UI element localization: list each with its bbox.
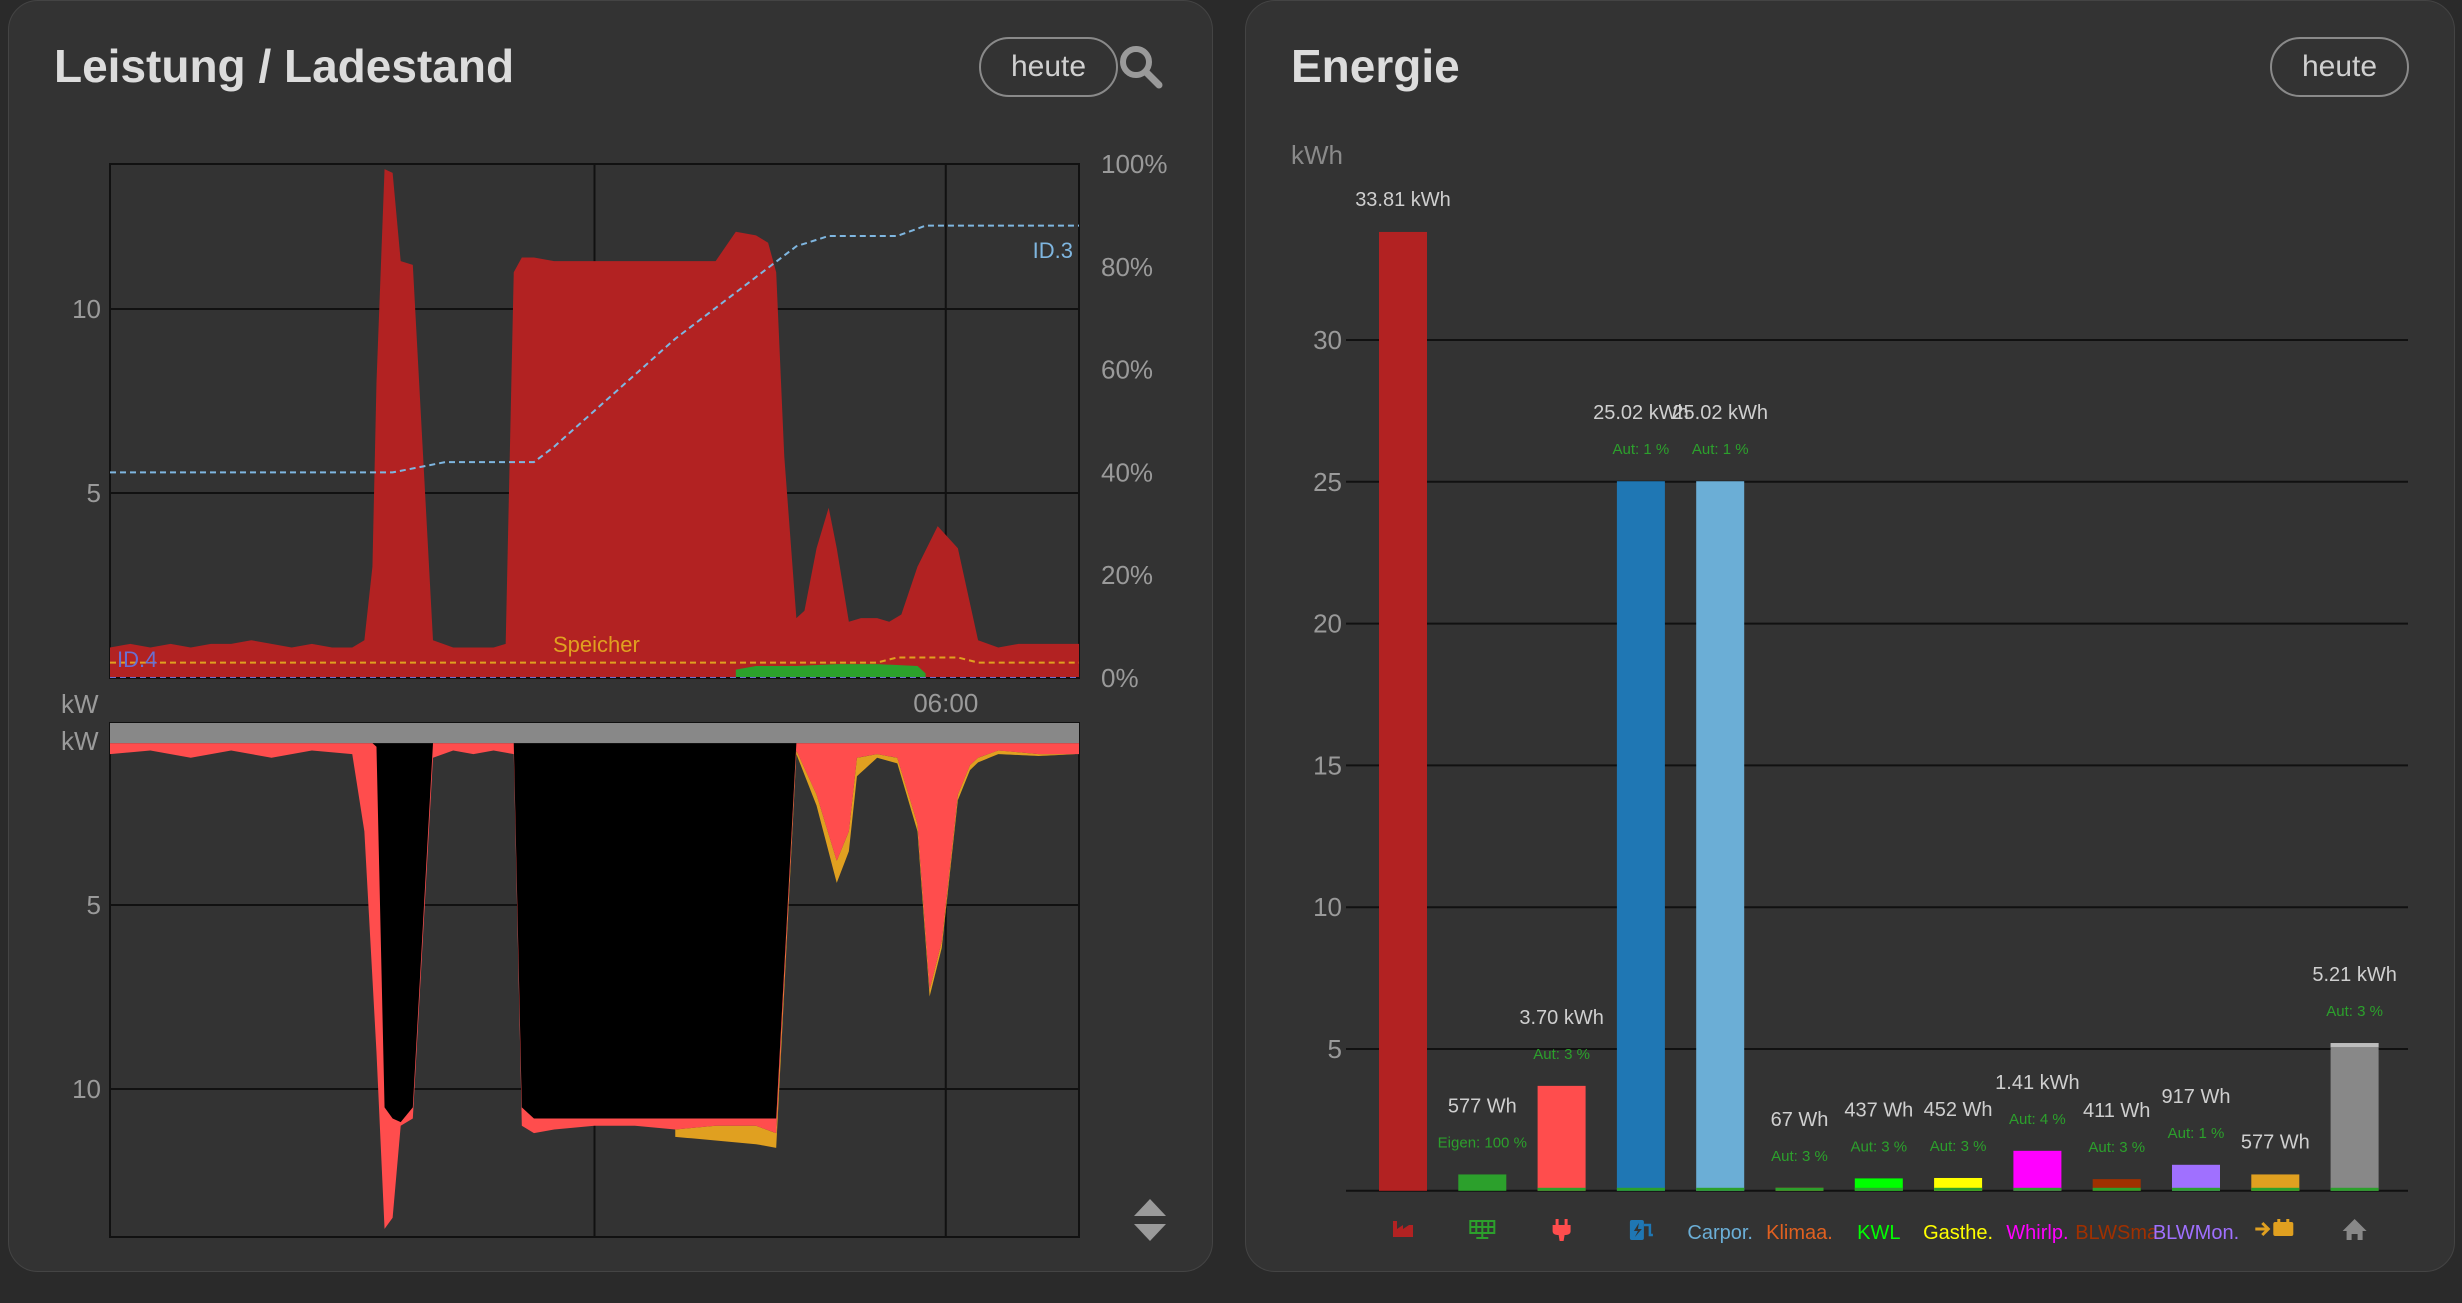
top-y2-tick: 40%: [1101, 457, 1153, 487]
factory-icon[interactable]: [1393, 1221, 1413, 1237]
energy-bar-aut: [1696, 1187, 1745, 1191]
energy-date-button[interactable]: heute: [2270, 37, 2410, 97]
power-chart: 10 5 100% 80% 60% 40% 20% 0% kW 06:00 ID.3 ID.4 Spei…: [61, 149, 1168, 1238]
energy-value-label: 917 Wh: [2162, 1086, 2231, 1108]
energy-bar[interactable]: [1458, 1174, 1507, 1191]
energy-bar-aut: [1854, 1187, 1903, 1191]
energy-sub-label: Aut: 3 %: [2088, 1139, 2145, 1156]
energy-sub-label: Aut: 3 %: [2326, 1003, 2383, 1020]
energy-category-label[interactable]: Klimaa.: [1766, 1222, 1833, 1244]
bottom-area-batterie: [110, 723, 1079, 1123]
energy-y-tick: 10: [1313, 892, 1342, 922]
energy-sub-label: Aut: 3 %: [1850, 1138, 1907, 1155]
energy-y-tick: 5: [1328, 1034, 1342, 1064]
energy-value-label: 33.81 kWh: [1355, 189, 1451, 211]
energy-bar[interactable]: [2013, 1150, 2062, 1191]
energy-value-label: 437 Wh: [1844, 1099, 1913, 1121]
energy-sub-label: Aut: 3 %: [1533, 1046, 1590, 1063]
energy-value-label: 577 Wh: [1448, 1095, 1517, 1117]
energy-bar[interactable]: [2172, 1164, 2220, 1191]
energy-chart: 5 10 15 20 25 30 kWh 33.81 kWh 577 Wh Eigen: 100…: [1291, 140, 2408, 1244]
top-area-pv: [735, 664, 926, 677]
top-y-tick: 5: [87, 478, 101, 508]
energy-bar-cap: [2330, 1043, 2379, 1048]
energy-sub-label: Eigen: 100 %: [1438, 1134, 1527, 1151]
energy-bar[interactable]: [2092, 1179, 2141, 1191]
energy-category-label[interactable]: Whirlp.: [2006, 1222, 2068, 1244]
soc-label-speicher: Speicher: [553, 632, 640, 657]
search-icon[interactable]: [1117, 43, 1165, 91]
top-x-tick: 06:00: [913, 688, 978, 718]
bottom-y-unit: kW: [61, 726, 99, 756]
top-y2-tick: 100%: [1101, 149, 1168, 179]
energy-sub-label: Aut: 4 %: [2009, 1111, 2066, 1128]
energy-bar[interactable]: [1934, 1177, 1983, 1191]
energy-bar-aut: [1616, 1187, 1665, 1191]
energy-value-label: 452 Wh: [1924, 1099, 1993, 1121]
energy-y-tick: 30: [1313, 325, 1342, 355]
energy-bar[interactable]: [1379, 231, 1427, 1191]
energy-bar[interactable]: [2330, 1043, 2379, 1191]
energy-category-label[interactable]: Carpor.: [1687, 1222, 1753, 1244]
energy-y-tick: 15: [1313, 750, 1342, 780]
energy-y-tick: 25: [1313, 467, 1342, 497]
top-y2-tick: 20%: [1101, 560, 1153, 590]
energy-bar-aut: [2092, 1187, 2141, 1191]
energy-category-label[interactable]: BLWSma: [2075, 1222, 2159, 1244]
energy-bar-aut: [2172, 1187, 2220, 1191]
soc-label-id4: ID.4: [117, 647, 157, 672]
energy-sub-label: Aut: 3 %: [1771, 1148, 1828, 1165]
power-card: Leistung / Ladestand heute 10 5 100% 80% 60%…: [8, 0, 1213, 1272]
energy-card-title: Energie: [1291, 40, 1460, 92]
energy-bar[interactable]: [1854, 1178, 1903, 1191]
energy-value-label: 1.41 kWh: [1995, 1072, 2079, 1094]
bottom-y-tick: 5: [87, 890, 101, 920]
sort-updown-icon[interactable]: [1131, 1197, 1169, 1243]
energy-bar-aut: [1537, 1187, 1586, 1191]
top-y-tick: 10: [72, 294, 101, 324]
energy-category-label[interactable]: BLWMon.: [2153, 1222, 2239, 1244]
energy-bar-aut: [2330, 1187, 2379, 1191]
soc-line-id3: [110, 224, 1079, 474]
energy-bar-aut: [1775, 1187, 1824, 1191]
energy-bar[interactable]: [2251, 1174, 2300, 1191]
bottom-y-tick: 10: [72, 1074, 101, 1104]
energy-value-label: 577 Wh: [2241, 1131, 2310, 1153]
energy-y-unit: kWh: [1291, 140, 1343, 170]
energy-bar[interactable]: [1696, 481, 1745, 1191]
energy-value-label: 25.02 kWh: [1672, 402, 1768, 424]
energy-category-label[interactable]: KWL: [1857, 1222, 1900, 1244]
energy-card: Energie heute 5 10 15 20 25 30 kWh 33.81 kWh 57…: [1245, 0, 2455, 1272]
top-area-netz: [110, 169, 1079, 677]
energy-value-label: 5.21 kWh: [2312, 964, 2396, 986]
top-y-unit: kW: [61, 689, 99, 719]
top-y2-tick: 80%: [1101, 252, 1153, 282]
energy-value-label: 411 Wh: [2083, 1100, 2150, 1122]
energy-bar[interactable]: [1537, 1085, 1586, 1191]
energy-sub-label: Aut: 3 %: [1930, 1138, 1987, 1155]
arrow-battery-icon[interactable]: [2255, 1219, 2294, 1237]
energy-sub-label: Aut: 1 %: [2168, 1125, 2225, 1142]
energy-value-label: 25.02 kWh: [1593, 402, 1689, 424]
charging-station-icon[interactable]: [1629, 1220, 1653, 1240]
energy-category-label[interactable]: Gasthe.: [1923, 1222, 1993, 1244]
energy-bar[interactable]: [1616, 481, 1665, 1191]
energy-bar-aut: [2251, 1187, 2300, 1191]
energy-value-label: 67 Wh: [1771, 1109, 1829, 1131]
energy-value-label: 3.70 kWh: [1519, 1007, 1603, 1029]
power-card-title: Leistung / Ladestand: [54, 40, 515, 92]
energy-y-tick: 20: [1313, 609, 1342, 639]
energy-bar-aut: [2013, 1187, 2062, 1191]
energy-sub-label: Aut: 1 %: [1613, 441, 1670, 458]
top-y2-tick: 60%: [1101, 355, 1153, 385]
energy-bar-aut: [1934, 1187, 1983, 1191]
solar-panel-icon[interactable]: [1469, 1220, 1496, 1239]
soc-label-id3: ID.3: [1033, 238, 1073, 263]
home-icon[interactable]: [2342, 1219, 2367, 1240]
plug-icon[interactable]: [1552, 1219, 1571, 1241]
bottom-area-haus: [110, 723, 1079, 744]
energy-sub-label: Aut: 1 %: [1692, 441, 1749, 458]
power-date-button[interactable]: heute: [979, 37, 1119, 97]
top-y2-tick: 0%: [1101, 663, 1139, 693]
